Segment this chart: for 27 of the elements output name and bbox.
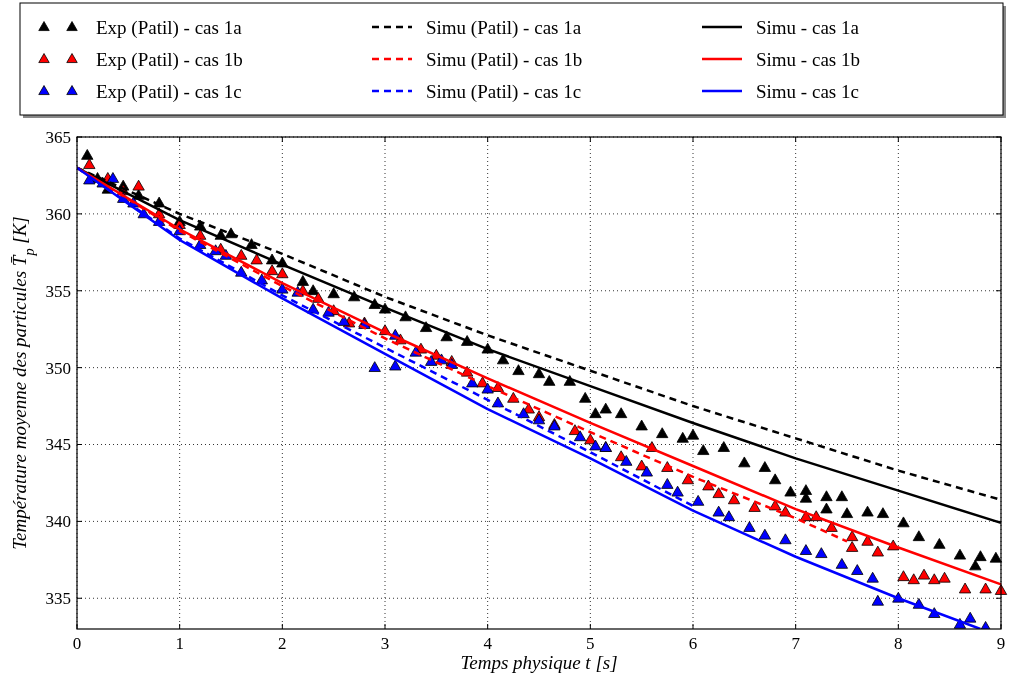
x-axis-title: Temps physique t [s] (460, 652, 618, 673)
legend-label: Simu (Patil) - cas 1c (426, 80, 582, 103)
y-tick-label: 365 (45, 127, 71, 147)
legend-label: Simu - cas 1c (756, 80, 859, 102)
y-tick-label: 350 (45, 358, 71, 378)
x-tick-label: 6 (688, 634, 698, 653)
x-tick-label: 7 (791, 634, 801, 653)
x-tick-label: 5 (586, 634, 595, 653)
legend-label: Simu - cas 1b (756, 48, 860, 70)
y-tick-label: 360 (45, 204, 71, 224)
x-tick-label: 9 (996, 634, 1006, 653)
legend-label: Exp (Patil) - cas 1c (96, 80, 242, 103)
legend-label: Simu (Patil) - cas 1a (426, 16, 582, 39)
legend-label: Exp (Patil) - cas 1b (96, 48, 243, 71)
x-tick-label: 2 (278, 634, 287, 653)
x-tick-label: 3 (380, 634, 390, 653)
x-tick-label: 4 (483, 634, 493, 653)
x-tick-label: 1 (175, 634, 184, 653)
legend-label: Simu - cas 1a (756, 16, 860, 38)
y-tick-label: 345 (45, 435, 71, 455)
y-tick-label: 335 (45, 589, 71, 609)
x-tick-label: 8 (894, 634, 903, 653)
x-tick-label: 0 (72, 634, 82, 653)
legend-label: Exp (Patil) - cas 1a (96, 16, 243, 39)
y-tick-label: 340 (45, 512, 71, 532)
y-tick-label: 355 (45, 281, 71, 301)
legend-label: Simu (Patil) - cas 1b (426, 48, 583, 71)
